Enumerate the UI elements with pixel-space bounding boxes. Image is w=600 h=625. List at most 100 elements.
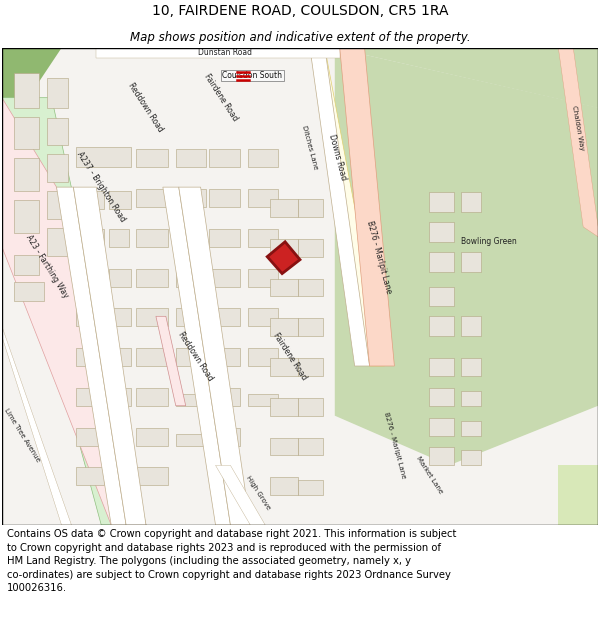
Bar — [136, 388, 168, 406]
Bar — [14, 158, 38, 191]
Bar — [429, 192, 454, 212]
Bar — [209, 149, 241, 168]
Text: 10, FAIRDENE ROAD, COULSDON, CR5 1RA: 10, FAIRDENE ROAD, COULSDON, CR5 1RA — [152, 4, 448, 18]
Bar — [209, 269, 241, 286]
Bar — [461, 358, 481, 376]
Text: Lime Tree Avenue: Lime Tree Avenue — [3, 408, 41, 463]
Bar — [109, 428, 131, 446]
Bar — [461, 451, 481, 466]
Polygon shape — [267, 242, 300, 274]
Text: A237 - Brighton Road: A237 - Brighton Road — [75, 151, 127, 224]
Bar — [176, 229, 206, 247]
Bar — [14, 255, 38, 274]
Polygon shape — [179, 187, 250, 525]
Bar — [76, 388, 104, 406]
Bar — [429, 388, 454, 406]
Bar — [429, 222, 454, 242]
Bar — [109, 269, 131, 286]
Bar — [248, 348, 278, 366]
Bar — [14, 281, 44, 301]
Bar — [76, 308, 104, 326]
Text: Fairdene Road: Fairdene Road — [271, 331, 308, 381]
Bar — [109, 191, 131, 209]
Bar — [248, 229, 278, 247]
Bar — [176, 189, 206, 207]
Bar — [109, 229, 129, 247]
Bar — [176, 308, 206, 326]
Bar — [429, 448, 454, 466]
Bar — [209, 428, 241, 446]
Bar — [76, 191, 104, 209]
Bar — [47, 78, 68, 108]
Bar — [298, 199, 323, 217]
Bar — [76, 468, 104, 485]
Polygon shape — [2, 138, 52, 227]
Polygon shape — [73, 187, 146, 525]
Bar — [76, 229, 104, 247]
Bar — [209, 189, 241, 207]
Text: Chaldon Way: Chaldon Way — [571, 104, 585, 151]
Bar — [298, 279, 323, 296]
Bar — [270, 279, 298, 296]
Bar — [47, 118, 68, 146]
Bar — [136, 269, 168, 286]
Bar — [298, 358, 323, 376]
Text: Dunstan Road: Dunstan Road — [199, 49, 253, 58]
Bar — [136, 468, 168, 485]
Bar — [109, 388, 131, 406]
Bar — [47, 228, 68, 256]
Bar — [14, 117, 38, 149]
Bar — [461, 421, 481, 436]
Text: Coulsdon South: Coulsdon South — [223, 71, 283, 81]
Bar — [270, 318, 298, 336]
Bar — [298, 239, 323, 257]
Bar — [76, 428, 104, 446]
Polygon shape — [310, 48, 385, 366]
Bar — [14, 200, 38, 233]
Text: Ditches Lane: Ditches Lane — [301, 124, 319, 170]
Bar — [298, 318, 323, 336]
Bar — [248, 189, 278, 207]
Text: Reddown Road: Reddown Road — [176, 330, 215, 382]
Bar — [47, 191, 68, 219]
Bar — [176, 149, 206, 168]
Polygon shape — [559, 466, 598, 525]
Bar — [76, 148, 131, 168]
Bar — [176, 394, 206, 406]
Text: A23 - Farthing Way: A23 - Farthing Way — [23, 234, 70, 300]
Text: B276 - Marlpit Lane: B276 - Marlpit Lane — [383, 412, 406, 479]
Text: Fairdene Road: Fairdene Road — [202, 72, 239, 123]
Bar — [209, 229, 241, 247]
Text: B276 - Marlpit Lane: B276 - Marlpit Lane — [365, 219, 394, 294]
Bar — [429, 316, 454, 336]
Bar — [136, 189, 168, 207]
Text: Bowling Green: Bowling Green — [461, 238, 517, 246]
Bar — [176, 434, 206, 446]
Bar — [109, 468, 131, 485]
Bar — [209, 308, 241, 326]
Polygon shape — [310, 48, 370, 366]
Bar — [461, 252, 481, 272]
Bar — [176, 348, 206, 366]
Bar — [298, 438, 323, 456]
Bar — [136, 149, 168, 168]
Bar — [270, 239, 298, 257]
Bar — [461, 391, 481, 406]
Polygon shape — [2, 48, 61, 138]
Text: Map shows position and indicative extent of the property.: Map shows position and indicative extent… — [130, 31, 470, 44]
Bar — [76, 269, 104, 286]
Polygon shape — [559, 48, 598, 237]
Bar — [136, 308, 168, 326]
Bar — [248, 394, 278, 406]
Polygon shape — [340, 48, 394, 366]
Bar — [209, 388, 241, 406]
Bar — [248, 308, 278, 326]
Bar — [461, 316, 481, 336]
Polygon shape — [2, 326, 71, 525]
Polygon shape — [215, 466, 265, 525]
Polygon shape — [96, 48, 340, 58]
Text: High Grove: High Grove — [245, 475, 271, 511]
Text: Contains OS data © Crown copyright and database right 2021. This information is : Contains OS data © Crown copyright and d… — [7, 529, 457, 593]
Bar — [270, 398, 298, 416]
Bar — [429, 418, 454, 436]
